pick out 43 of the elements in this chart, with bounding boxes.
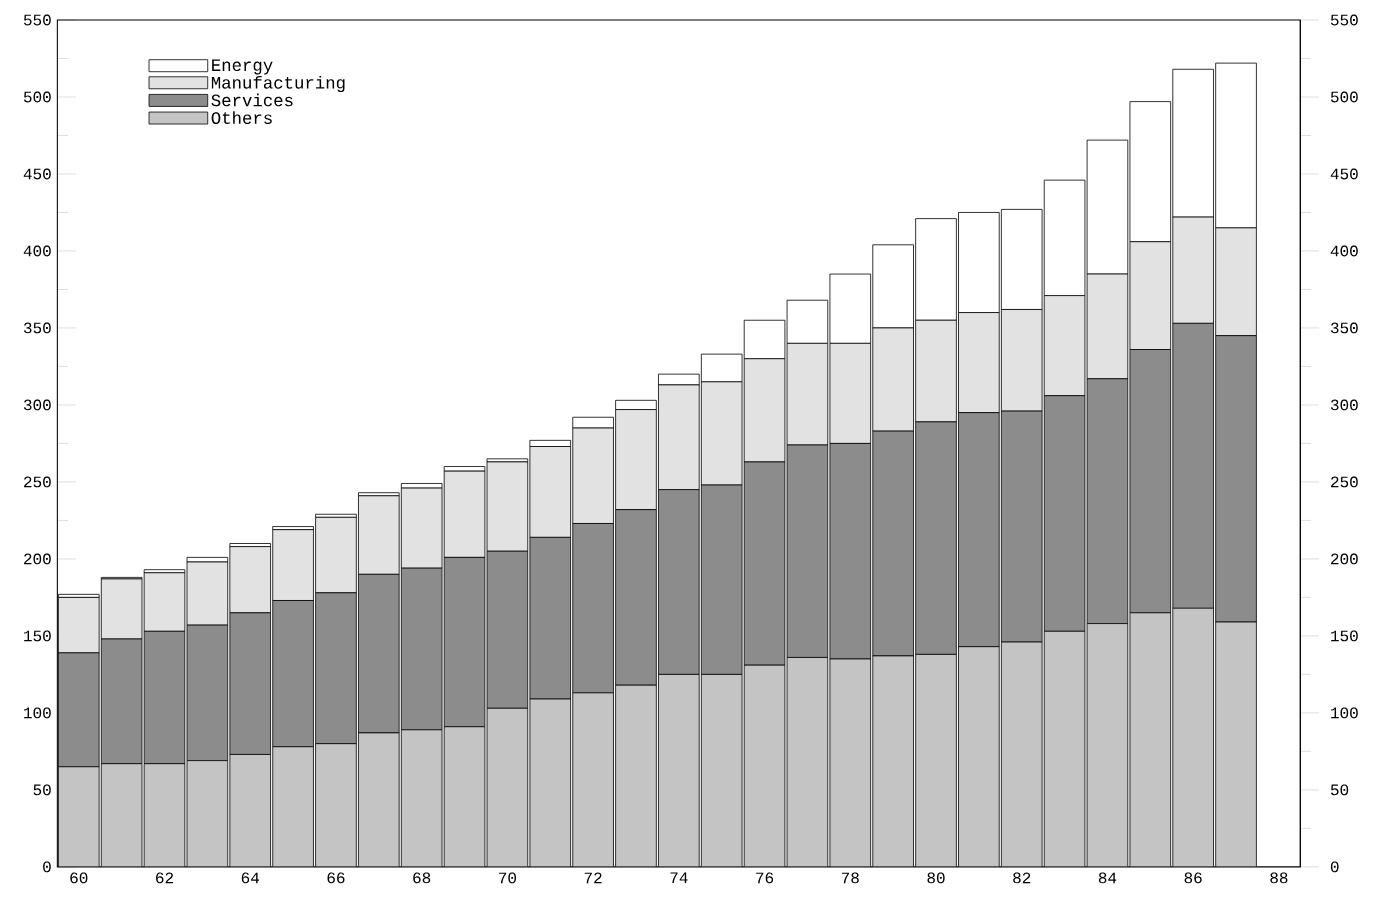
legend-label: Others [211,111,272,125]
y2-tick-label: 150 [1331,630,1358,642]
x-tick-label: 88 [1270,872,1288,884]
y-tick-label: 200 [24,553,51,565]
y-tick-label: 500 [23,91,51,103]
y-tick-label: 50 [33,784,51,796]
x-tick-label: 60 [70,872,88,884]
x-tick-label: 66 [327,872,345,884]
legend-label: Manufacturing [211,76,345,93]
y2-tick-label: 350 [1330,322,1358,334]
y-tick-label: 250 [24,476,51,488]
y-tick-label: 100 [24,707,51,719]
x-tick-label: 84 [1098,872,1117,884]
y2-tick-label: 450 [1330,168,1358,180]
legend-label: Services [211,93,293,107]
y2-tick-label: 300 [1330,399,1358,411]
x-tick-label: 72 [584,872,602,884]
x-tick-label: 62 [156,872,173,884]
y-tick-label: 300 [23,399,51,411]
x-tick-label: 86 [1184,872,1202,884]
y2-tick-label: 50 [1330,784,1349,796]
y-tick-label: 450 [23,168,51,180]
y-tick-label: 150 [24,630,51,642]
x-tick-label: 80 [927,872,945,884]
legend-label: Energy [212,59,273,75]
y-tick-label: 550 [23,14,51,26]
y2-tick-label: 200 [1331,553,1358,565]
x-tick-label: 74 [670,872,688,884]
y2-tick-label: 0 [1330,861,1339,873]
y2-tick-label: 250 [1331,476,1358,488]
y2-tick-label: 550 [1330,14,1358,26]
x-tick-label: 78 [841,872,859,884]
x-tick-label: 82 [1013,872,1031,884]
x-tick-label: 68 [413,872,431,884]
x-tick-label: 70 [499,872,517,884]
y2-tick-label: 100 [1331,707,1358,719]
y-tick-label: 0 [43,861,51,873]
y2-tick-label: 400 [1330,245,1358,257]
y-tick-label: 350 [23,322,51,334]
y2-tick-label: 500 [1330,91,1358,103]
y-tick-label: 400 [23,245,51,257]
x-tick-label: 76 [756,872,774,884]
x-tick-label: 64 [241,872,260,884]
